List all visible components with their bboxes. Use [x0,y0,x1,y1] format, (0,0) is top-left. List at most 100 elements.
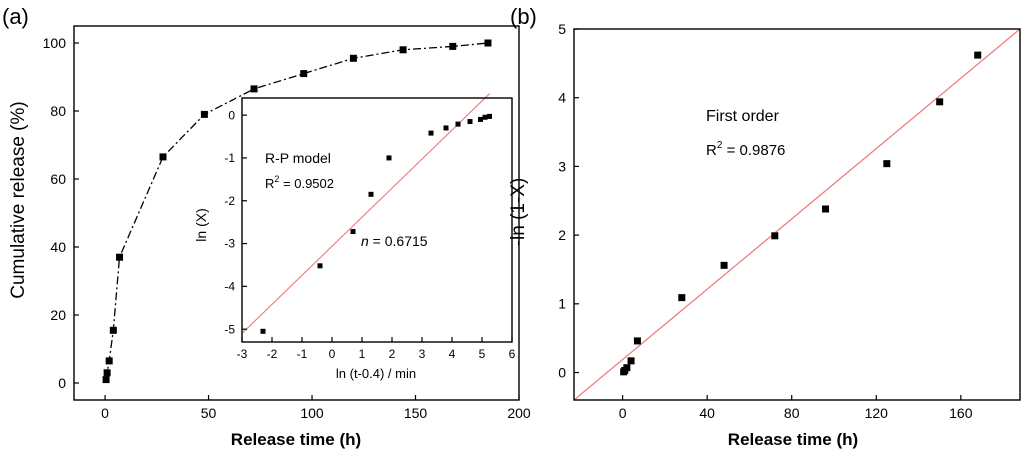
inset-data-point [455,121,461,127]
panel-b-r2-label: R [706,142,717,159]
inset-data-point [428,130,434,136]
inset-x-tick-label: -3 [237,347,248,361]
inset-y-tick-label: -2 [224,194,235,208]
panel-b-r2-value: = 0.9876 [722,142,785,159]
panel-a-data-point [250,85,258,93]
panel-b-data-point [771,232,779,240]
panel-a-data-point [449,42,457,50]
inset-y-tick-label: 0 [228,108,235,122]
inset-data-point [260,328,266,334]
panel-b-points [620,51,982,376]
inset-data-point [443,125,449,131]
panel-b-data-point [623,364,631,372]
inset-plot-frame [241,97,513,343]
inset-y-tick-label: -5 [224,322,235,336]
panel-a-x-axis-label: Release time (h) [231,430,361,449]
panel-a-x-tick-label: 50 [201,405,217,421]
panel-a-data-point [105,357,113,365]
panel-b-y-tick-label: 5 [558,21,566,37]
panel-b-x-tick-label: 0 [619,405,627,421]
panel-a-y-tick-label: 40 [50,239,66,255]
inset-r2-value: = 0.9502 [279,176,334,191]
panel-a-x-tick-label: 0 [101,405,109,421]
panel-a-data-point [300,70,308,78]
panel-b-data-point [633,337,641,345]
panel-b-y-tick-label: 0 [558,364,566,380]
panel-b-x-tick-label: 160 [949,405,973,421]
panel-b-y-axis-label: -ln (1-X) [508,178,529,247]
panel-b-data-point [678,294,686,302]
inset-model-label: R-P model [265,150,331,166]
panel-a-y-axis-label: Cumulative release (%) [8,101,29,298]
inset-x-axis-label: ln (t-0.4) / min [336,366,416,381]
panel-a-data-point [102,376,110,384]
panel-b-label: (b) [510,4,537,29]
panel-a-data-point [109,326,117,334]
panel-b-axes: 0 40 80 120 160 0 1 2 3 4 5 [558,21,1021,421]
inset-x-tick-label: 3 [419,347,426,361]
inset-data-point [478,116,483,122]
inset-linear-fit [241,93,490,334]
panel-a-label: (a) [2,4,29,29]
panel-a-plot-frame [73,25,520,401]
panel-b-data-point [936,98,944,106]
panel-a-data-point [116,253,124,261]
panel-b-model-label: First order [706,108,780,125]
inset-data-point [368,191,374,197]
panel-a-y-tick-label: 0 [58,375,66,391]
panel-a-data-point [200,110,208,118]
inset-x-tick-label: 1 [359,347,366,361]
inset-data-point [317,263,323,269]
inset-n-label: n [361,233,369,249]
panel-a-x-tick-label: 200 [507,405,531,421]
panel-b-linear-fit [573,28,1021,401]
panel-b-y-tick-label: 2 [558,227,566,243]
inset-r2-label: R [265,176,274,191]
panel-a-y-tick-label: 20 [50,307,66,323]
panel-b-y-tick-label: 4 [558,90,566,106]
panel-b-x-tick-label: 80 [784,405,800,421]
inset-x-tick-label: -2 [267,347,278,361]
inset-fit-line [241,93,490,334]
panel-a-x-tick-label: 150 [404,405,428,421]
inset-data-point [467,119,473,125]
inset-background [236,98,515,352]
panel-b-r2-sup: 2 [717,140,723,151]
inset-x-tick-label: 2 [389,347,396,361]
panel-b-r2-annotation: R2 = 0.9876 [706,140,785,159]
inset-data-point [482,114,488,120]
panel-b-data-point [883,160,891,168]
inset-r2-annotation: R2 = 0.9502 [265,174,334,191]
inset-data-point [487,113,492,119]
panel-b-x-tick-label: 40 [699,405,715,421]
inset-r2-sup: 2 [274,174,279,184]
inset-x-tick-label: 5 [479,347,486,361]
panel-a-y-tick-label: 80 [50,103,66,119]
inset-data-point [386,155,392,161]
panel-a-series [102,39,492,384]
inset-n-value: = 0.6715 [369,233,428,249]
panel-b-x-tick-label: 120 [865,405,889,421]
inset-points [260,113,492,334]
inset-x-tick-label: -1 [297,347,308,361]
panel-b-data-point [627,357,635,365]
inset-y-axis-label: ln (X) [193,208,209,241]
panel-b: (b) 0 40 80 120 160 0 1 2 3 4 5 Release time (h) -… [508,4,1021,449]
inset-plot: -3 -2 -1 0 1 2 3 4 5 6 0 -1 -2 -3 -4 -5 ln (t-0.4) / mi… [193,93,516,381]
inset-axes: -3 -2 -1 0 1 2 3 4 5 6 0 -1 -2 -3 -4 -5 [224,97,516,361]
panel-b-data-point [974,51,982,59]
panel-b-y-tick-label: 3 [558,158,566,174]
inset-y-tick-label: -3 [224,237,235,251]
panel-b-data-point [822,205,830,213]
panel-a-data-point [484,39,492,47]
panel-a-x-tick-label: 100 [300,405,324,421]
panel-b-fit-line [573,28,1021,401]
inset-y-tick-label: -1 [224,151,235,165]
panel-b-x-axis-label: Release time (h) [728,430,858,449]
panel-a-data-point [159,153,167,161]
panel-a-y-tick-label: 60 [50,171,66,187]
inset-x-tick-label: 4 [449,347,456,361]
panel-b-plot-frame [573,28,1021,401]
inset-data-point [350,229,356,235]
